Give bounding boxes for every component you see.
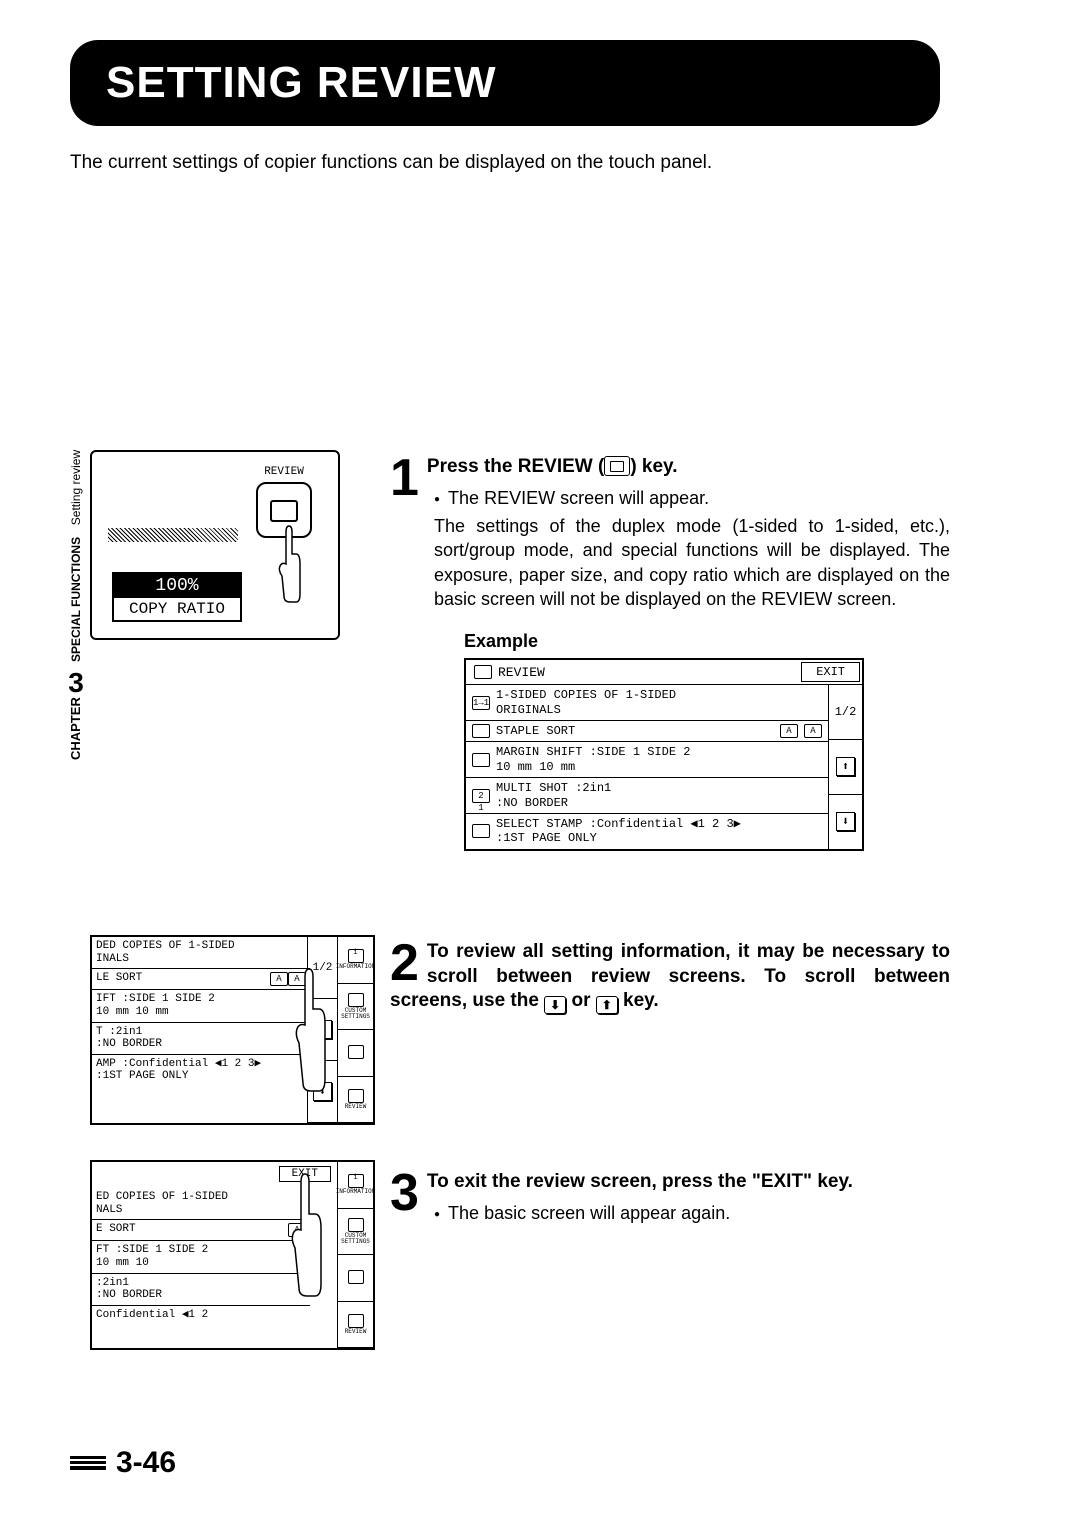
custom-icon — [348, 993, 364, 1007]
intro-paragraph: The current settings of copier functions… — [70, 150, 770, 177]
example-row-4: SELECT STAMP :Confidential ◀1 2 3▶ :1ST … — [496, 817, 822, 846]
illustration-3: EXIT ED COPIES OF 1-SIDED NALS E SORTA F… — [90, 1160, 375, 1350]
example-screen: REVIEW EXIT 1→1 1-SIDED COPIES OF 1-SIDED… — [464, 658, 864, 851]
chapter-sub: Setting review — [69, 450, 83, 525]
example-down-button[interactable]: ⬇ — [836, 812, 855, 831]
step-3-bullet: The basic screen will appear again. — [434, 1201, 950, 1225]
step-1-head-post: ) key. — [630, 456, 677, 477]
step-2-number: 2 — [390, 940, 419, 987]
example-exit-button[interactable]: EXIT — [801, 662, 860, 682]
panel2-row-1: LE SORT — [96, 972, 270, 986]
example-up-button[interactable]: ⬆ — [836, 757, 855, 776]
paper-icon-2: A — [804, 724, 822, 738]
copy-ratio-label: COPY RATIO — [114, 598, 240, 620]
example-row-2: MARGIN SHIFT :SIDE 1 SIDE 2 10 mm 10 mm — [496, 745, 822, 774]
contrast-tab[interactable] — [337, 1030, 373, 1077]
example-row-1: STAPLE SORT — [496, 724, 774, 738]
example-header-review: REVIEW — [498, 665, 545, 680]
paper-icon: A — [270, 972, 288, 986]
info-icon: i — [348, 949, 364, 963]
paper-icon: A — [780, 724, 798, 738]
page-number: 3-46 — [70, 1446, 176, 1480]
custom-settings-tab[interactable]: CUSTOM SETTINGS — [337, 984, 373, 1031]
hand-pointer-icon — [289, 965, 329, 1095]
custom-icon — [348, 1218, 364, 1232]
hand-pointer-icon — [285, 1170, 325, 1300]
hatched-area — [108, 528, 238, 542]
step-1-number: 1 — [390, 455, 419, 502]
contrast-icon — [348, 1045, 364, 1059]
down-key-icon: ⬇ — [544, 996, 566, 1014]
multishot-icon: 2 1 — [472, 789, 490, 803]
page-number-stripes — [70, 1456, 106, 1470]
step-2: 2 To review all setting information, it … — [390, 940, 950, 1014]
example-page-indicator: 1/2 — [829, 685, 862, 740]
panel2-row-3: T :2in1 :NO BORDER — [96, 1026, 306, 1051]
step-2-head-pre: To review all setting information, it ma… — [390, 941, 950, 1011]
review-tab-icon — [348, 1314, 364, 1328]
page-title: SETTING REVIEW — [70, 40, 940, 126]
review-key-icon — [270, 500, 298, 522]
sort-icon — [472, 724, 490, 738]
step-2-head-post: key. — [618, 990, 659, 1011]
panel2-row-0: DED COPIES OF 1-SIDED INALS — [96, 940, 306, 965]
review-key-inline-icon — [604, 456, 630, 476]
panel3-row-0: ED COPIES OF 1-SIDED NALS — [96, 1191, 306, 1216]
copy-ratio-value: 100% — [114, 574, 240, 598]
chapter-label: CHAPTER — [68, 697, 83, 760]
hand-pointer-icon — [274, 524, 304, 604]
margin-icon — [472, 753, 490, 767]
duplex-icon: 1→1 — [472, 696, 490, 710]
illustration-1: REVIEW 100% COPY RATIO — [90, 450, 340, 640]
step-3-head: To exit the review screen, press the "EX… — [427, 1171, 853, 1192]
step-3: 3 To exit the review screen, press the "… — [390, 1170, 950, 1225]
info-icon: i — [348, 1174, 364, 1188]
step-3-number: 3 — [390, 1170, 419, 1217]
step-1-paragraph: The settings of the duplex mode (1-sided… — [434, 514, 950, 611]
step-1-bullet: The REVIEW screen will appear. — [434, 486, 950, 510]
page-number-text: 3-46 — [116, 1446, 176, 1480]
stamp-icon — [472, 824, 490, 838]
info-tab[interactable]: iINFORMATION — [337, 1162, 373, 1209]
example-row-3: MULTI SHOT :2in1 :NO BORDER — [496, 781, 822, 810]
step-1-head-pre: Press the REVIEW ( — [427, 456, 604, 477]
chapter-number: 3 — [68, 667, 84, 699]
review-key-label: REVIEW — [264, 466, 304, 478]
panel2-row-4: AMP :Confidential ◀1 2 3▶ :1ST PAGE ONLY — [96, 1058, 306, 1083]
contrast-icon — [348, 1270, 364, 1284]
step-2-head-mid: or — [566, 990, 596, 1011]
panel3-row-1: E SORT — [96, 1223, 288, 1237]
custom-settings-tab[interactable]: CUSTOM SETTINGS — [337, 1209, 373, 1256]
panel3-row-2: FT :SIDE 1 SIDE 2 10 mm 10 — [96, 1244, 306, 1269]
example-label: Example — [464, 631, 950, 652]
illustration-2: DED COPIES OF 1-SIDED INALS LE SORTAA IF… — [90, 935, 375, 1125]
review-header-icon — [474, 665, 492, 679]
panel2-row-2: IFT :SIDE 1 SIDE 2 10 mm 10 mm — [96, 993, 306, 1018]
contrast-tab[interactable] — [337, 1255, 373, 1302]
chapter-section: SPECIAL FUNCTIONS — [69, 537, 83, 662]
chapter-sidebar: CHAPTER 3 SPECIAL FUNCTIONS Setting revi… — [60, 420, 80, 760]
up-key-icon: ⬆ — [596, 996, 618, 1014]
review-tab[interactable]: REVIEW — [337, 1302, 373, 1349]
example-row-0: 1-SIDED COPIES OF 1-SIDED ORIGINALS — [496, 688, 822, 717]
review-tab[interactable]: REVIEW — [337, 1077, 373, 1124]
step-1: 1 Press the REVIEW ( ) key. The REVIEW sc… — [390, 455, 950, 851]
panel3-row-4: Confidential ◀1 2 — [96, 1309, 306, 1322]
panel3-row-3: :2in1 :NO BORDER — [96, 1277, 306, 1302]
copy-ratio-display: 100% COPY RATIO — [112, 572, 242, 622]
review-tab-icon — [348, 1089, 364, 1103]
info-tab[interactable]: iINFORMATION — [337, 937, 373, 984]
